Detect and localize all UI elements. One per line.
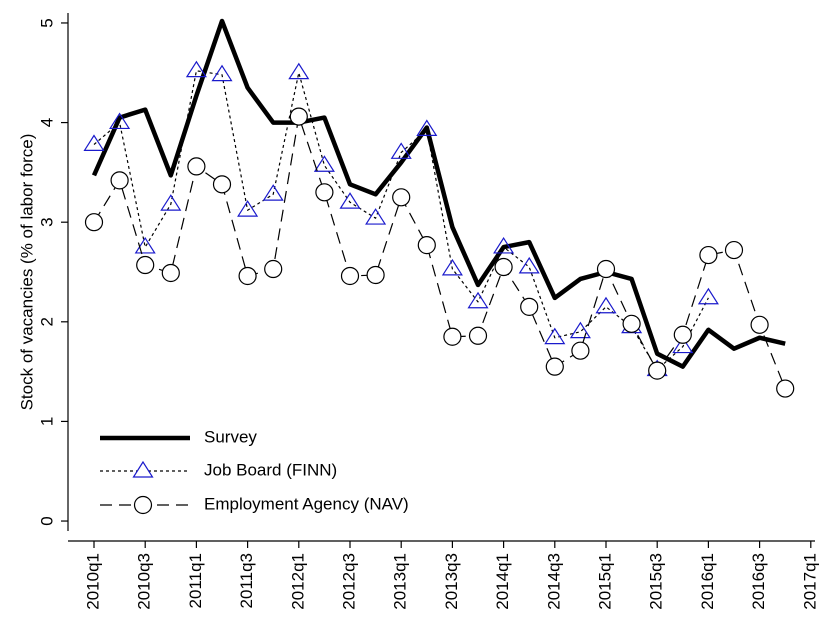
series-marker (648, 361, 667, 380)
series-marker (237, 200, 259, 217)
series-marker (110, 171, 129, 190)
y-tick-label: 2 (37, 317, 56, 326)
series-marker (545, 357, 564, 376)
series-marker (441, 258, 463, 276)
x-tick-label: 2015q1 (595, 553, 614, 610)
series-marker (161, 263, 180, 283)
x-tick-label: 2012q1 (288, 553, 307, 610)
legend-marker (133, 495, 153, 515)
series-marker (365, 208, 387, 225)
x-tick-label: 2013q3 (442, 553, 461, 610)
series-marker (697, 287, 719, 305)
series-marker (366, 265, 385, 285)
series-marker (390, 142, 412, 159)
x-tick-label: 2014q3 (544, 553, 563, 610)
y-tick-label: 3 (37, 217, 56, 226)
series-marker (289, 107, 308, 126)
series-marker (392, 188, 411, 207)
y-tick-label: 1 (37, 417, 56, 426)
y-tick-label: 4 (37, 118, 56, 127)
x-tick-label: 2017q1 (800, 553, 819, 610)
series-marker (467, 291, 489, 309)
series-marker (315, 183, 334, 202)
series-line (93, 70, 709, 371)
x-tick-label: 2013q1 (391, 553, 410, 610)
series-marker (313, 155, 335, 172)
series-marker (187, 157, 206, 176)
series-marker (83, 134, 105, 151)
series-marker (211, 64, 233, 82)
series-marker (596, 259, 616, 279)
series-marker (264, 259, 283, 279)
series-marker (136, 255, 155, 275)
series-marker (238, 266, 257, 286)
x-tick-label: 2016q3 (749, 553, 768, 610)
series-line (93, 116, 786, 389)
series-marker (288, 62, 310, 80)
series-marker (84, 213, 104, 232)
x-tick-label: 2010q3 (135, 553, 154, 610)
series-marker (544, 327, 566, 345)
x-tick-label: 2014q1 (493, 553, 512, 610)
series-line (91, 18, 786, 369)
x-tick-label: 2011q3 (237, 553, 256, 608)
series-marker (520, 297, 539, 316)
series-marker (109, 112, 131, 130)
series-marker (672, 336, 694, 354)
x-tick-label: 2015q3 (647, 553, 666, 610)
series-marker (699, 245, 718, 265)
series-marker (494, 257, 513, 277)
series-marker (569, 321, 591, 339)
series-marker (443, 327, 462, 346)
series-marker (340, 266, 360, 286)
y-tick-label: 0 (37, 516, 56, 525)
series-marker (160, 194, 182, 211)
series-marker (673, 325, 692, 344)
x-tick-label: 2011q1 (186, 553, 205, 608)
legend-marker (132, 460, 154, 478)
series-marker (493, 236, 515, 254)
series-marker (724, 240, 744, 260)
series-marker (339, 192, 361, 209)
legend-label: Survey (204, 427, 257, 446)
series-marker (468, 326, 488, 345)
legend-label: Employment Agency (NAV) (204, 494, 409, 513)
y-tick-label: 5 (37, 18, 56, 27)
series-marker (595, 296, 617, 314)
series-marker (262, 184, 284, 201)
series-marker (185, 60, 207, 78)
series-marker (571, 341, 590, 360)
y-axis-label: Stock of vacancies (% of labor force) (17, 134, 36, 411)
series-marker (776, 379, 795, 398)
series-marker (134, 236, 156, 254)
series-marker (416, 119, 438, 136)
x-tick-label: 2012q3 (339, 553, 358, 610)
series-marker (622, 314, 641, 333)
series-marker (518, 256, 540, 274)
series-marker (417, 236, 436, 255)
x-tick-label: 2010q1 (83, 553, 102, 610)
series-marker (212, 175, 232, 194)
x-tick-label: 2016q1 (698, 553, 717, 610)
series-marker (750, 315, 769, 334)
legend-label: Job Board (FINN) (204, 460, 337, 479)
